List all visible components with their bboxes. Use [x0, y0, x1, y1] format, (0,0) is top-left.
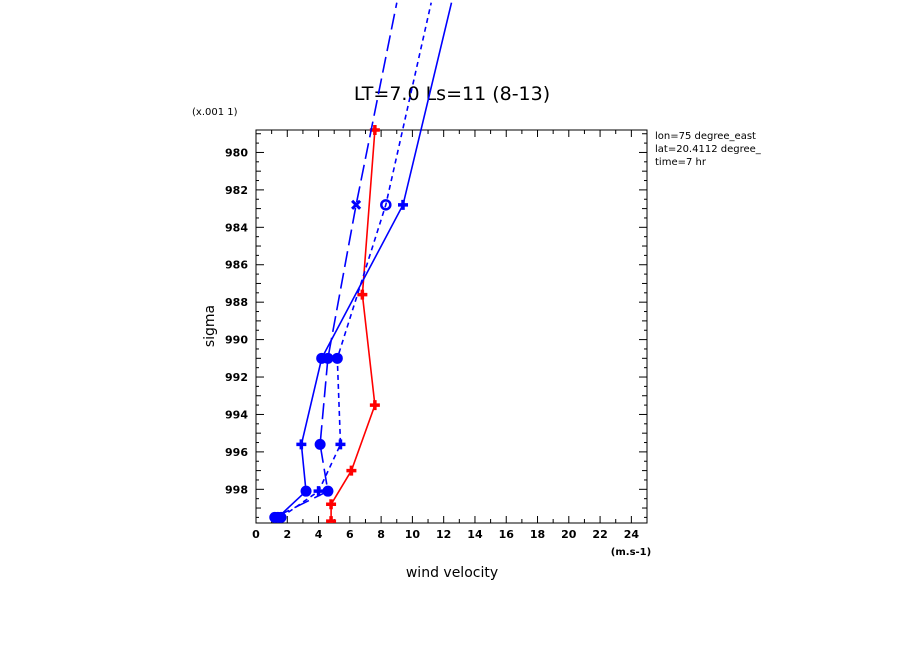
x-tick-label: 22 — [592, 528, 607, 541]
y-tick-label: 994 — [225, 408, 248, 421]
y-tick-label: 996 — [225, 446, 248, 459]
data-point — [357, 289, 368, 300]
y-tick-label: 998 — [225, 483, 248, 496]
x-tick-label: 20 — [561, 528, 577, 541]
data-point — [322, 352, 334, 364]
annotation-block: lon=75 degree_east lat=20.4112 degree_ t… — [655, 131, 762, 168]
y-tick-label: 986 — [225, 259, 248, 272]
series-2 — [269, 2, 398, 523]
data-point — [322, 485, 334, 497]
data-point — [380, 199, 392, 211]
series-line — [277, 2, 453, 518]
y-tick-label: 984 — [225, 221, 248, 234]
y-tick-label: 988 — [225, 296, 248, 309]
data-point — [275, 511, 287, 523]
y-tick-label: 992 — [225, 371, 248, 384]
data-point — [314, 438, 326, 450]
series-layer — [269, 2, 453, 523]
x-tick-label: 2 — [283, 528, 291, 541]
x-axis-label: wind velocity — [406, 565, 498, 581]
x-tick-label: 6 — [346, 528, 354, 541]
data-point — [326, 499, 337, 510]
series-1 — [272, 2, 453, 523]
data-point — [351, 199, 362, 210]
series-0 — [326, 125, 380, 523]
x-tick-label: 18 — [530, 528, 545, 541]
data-point — [313, 486, 324, 497]
series-3 — [275, 2, 432, 523]
series-line — [330, 129, 376, 522]
data-point — [326, 516, 337, 523]
annotation-time: time=7 hr — [655, 157, 707, 168]
x-tick-label: 0 — [252, 528, 260, 541]
data-point — [398, 199, 409, 210]
x-tick-label: 10 — [405, 528, 421, 541]
chart-title: LT=7.0 Ls=11 (8-13) — [354, 83, 550, 105]
data-point — [346, 465, 357, 476]
y-axis-label: sigma — [202, 305, 218, 347]
data-point — [296, 439, 307, 450]
x-tick-label: 8 — [377, 528, 385, 541]
y-tick-label: 982 — [225, 184, 248, 197]
data-point — [335, 439, 346, 450]
x-tick-label: 4 — [315, 528, 323, 541]
x-tick-label: 16 — [499, 528, 515, 541]
y-tick-label: 990 — [225, 334, 248, 347]
data-point — [369, 400, 380, 411]
plot-frame — [255, 129, 648, 524]
data-point — [300, 485, 312, 497]
x-tick-label: 14 — [467, 528, 483, 541]
series-line — [274, 2, 398, 519]
y-tick-label: 980 — [225, 146, 248, 159]
series-line — [280, 2, 432, 519]
annotation-lon: lon=75 degree_east — [655, 131, 756, 142]
y-scale-note: (x.001 1) — [192, 107, 238, 118]
x-axis-unit: (m.s-1) — [611, 547, 651, 558]
x-tick-label: 24 — [624, 528, 640, 541]
axis-ticks: 0 2 4 6 8 10 12 14 16 18 20 22 249809829849869889909… — [225, 130, 648, 541]
x-tick-label: 12 — [436, 528, 451, 541]
data-point — [331, 352, 343, 364]
annotation-lat: lat=20.4112 degree_ — [655, 144, 762, 155]
